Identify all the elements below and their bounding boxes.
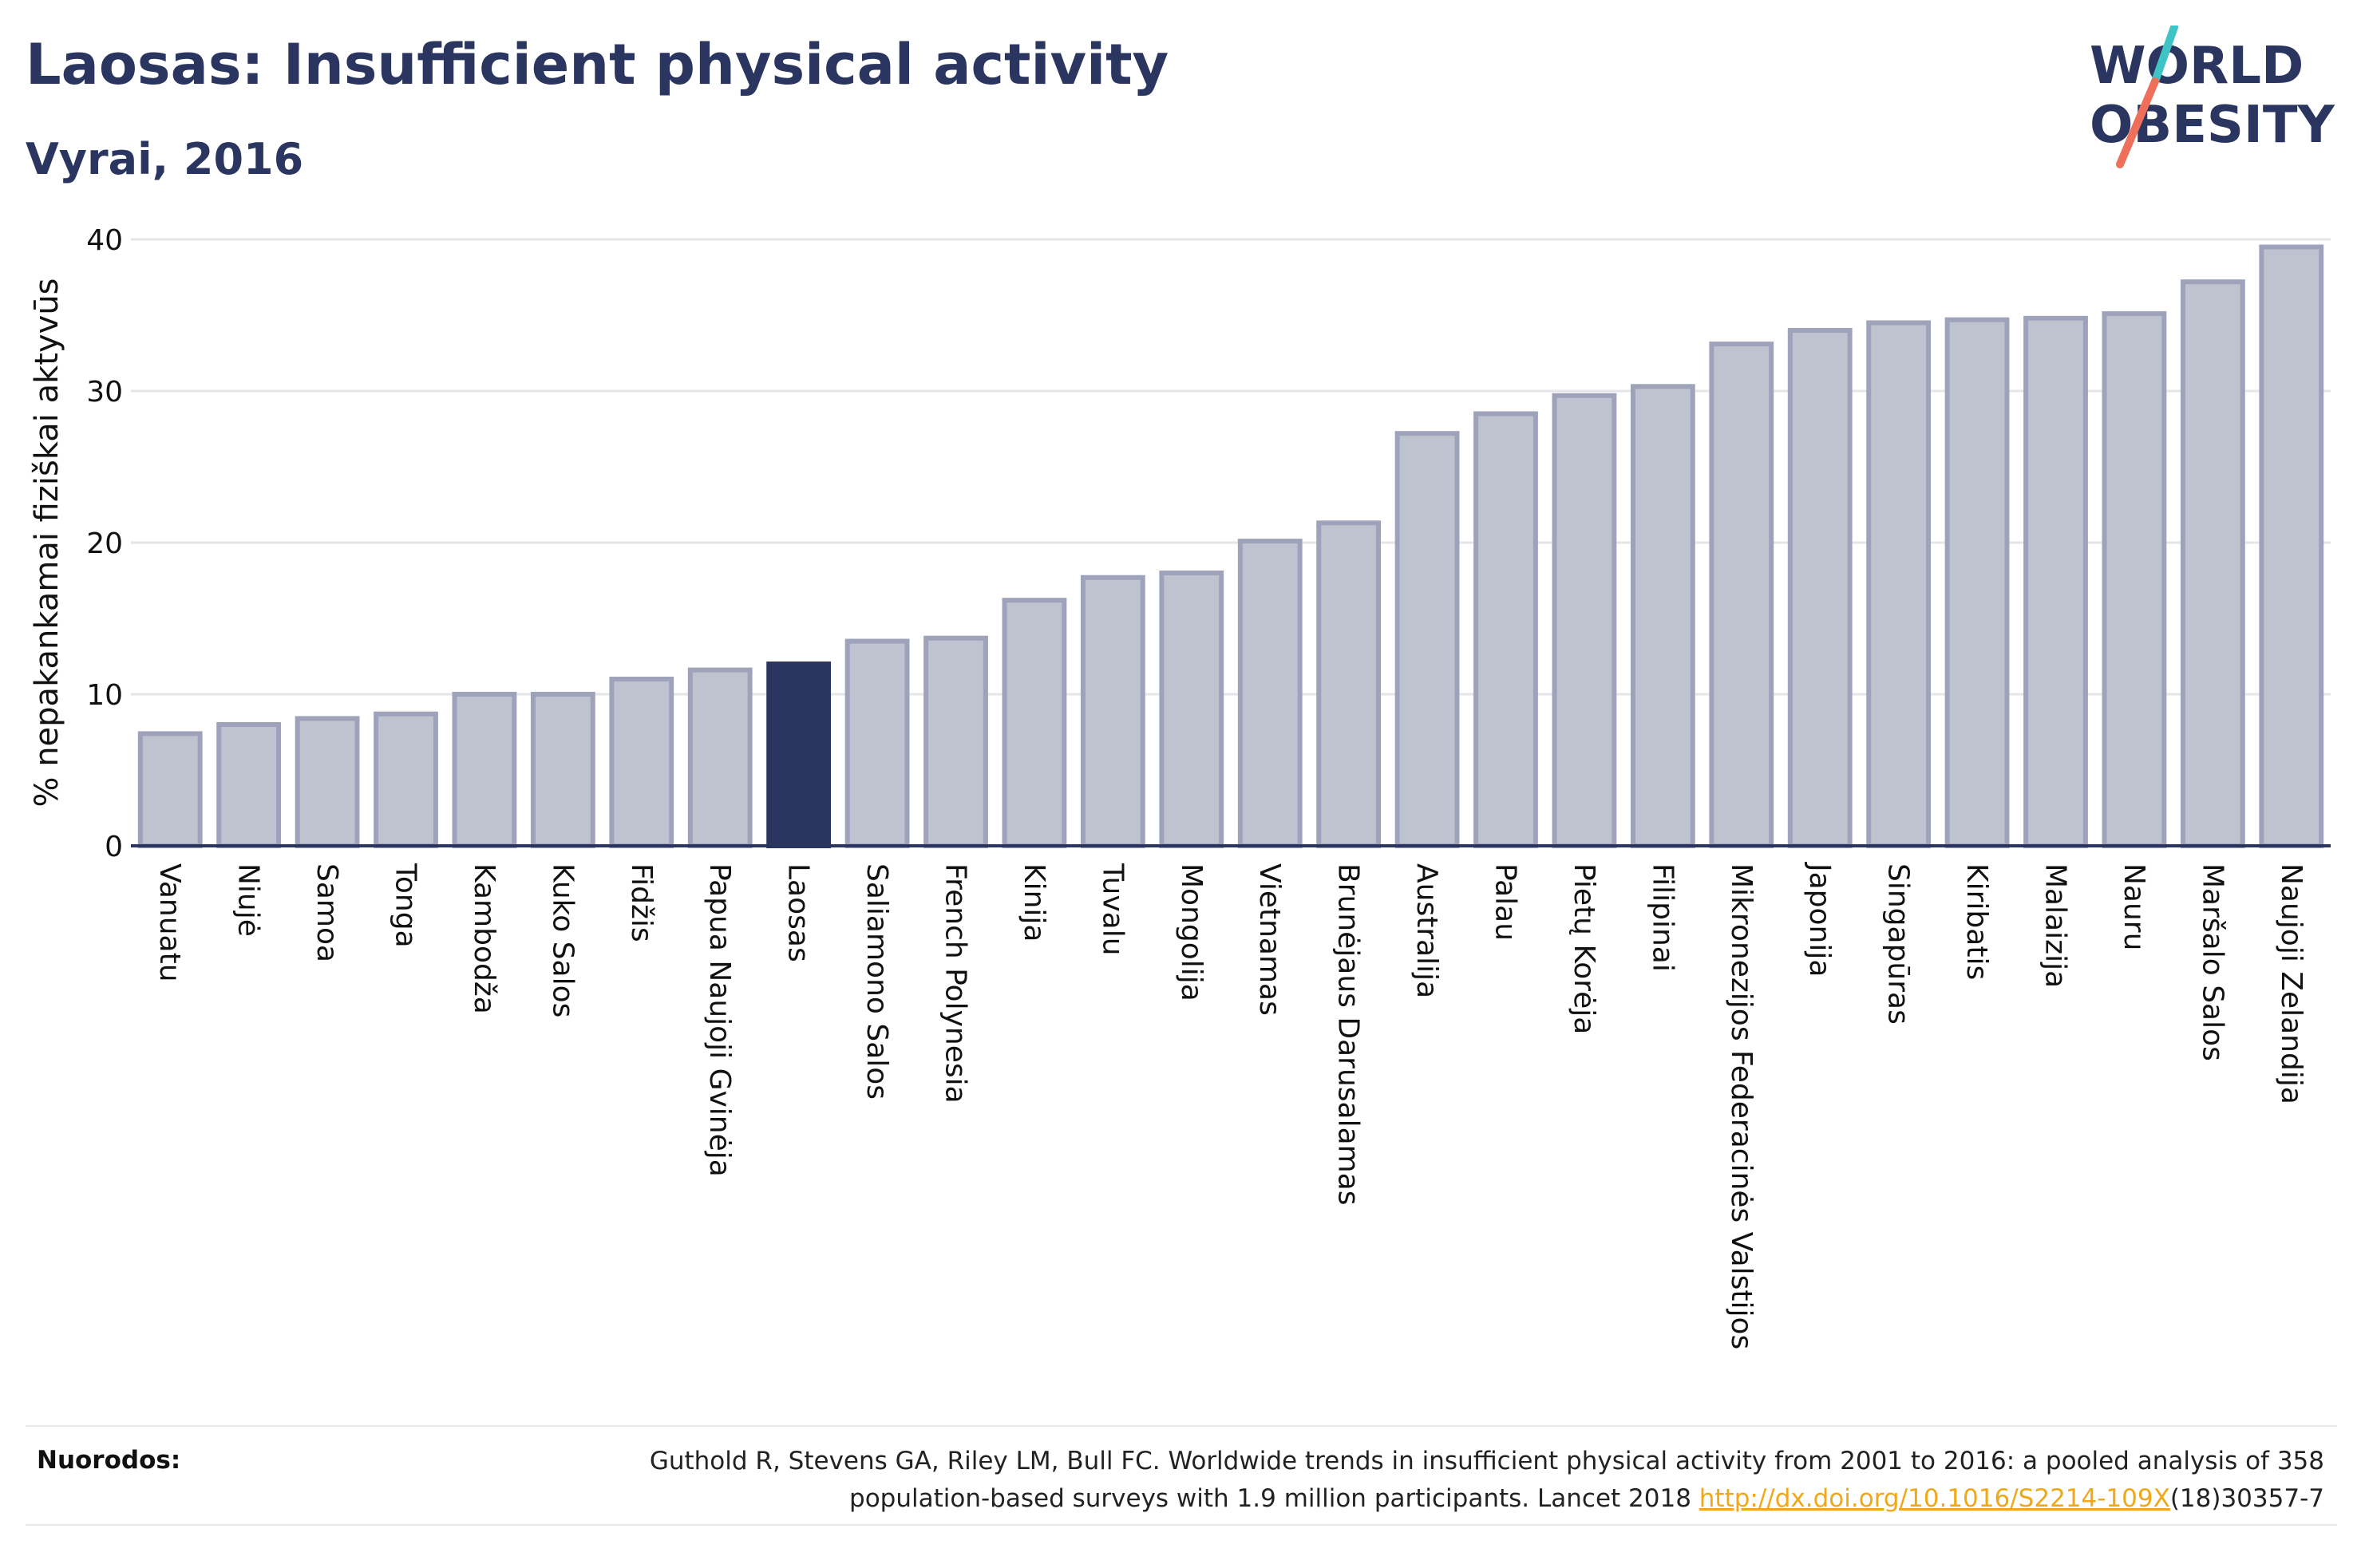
references-text: Guthold R, Stevens GA, Riley LM, Bull FC… — [488, 1443, 2324, 1518]
x-tick-label: Kinija — [1018, 863, 1050, 942]
footer-divider-bottom — [26, 1524, 2337, 1526]
x-tick-label: Kambodža — [468, 863, 500, 1014]
x-tick-label: Papua Naujoji Gvinėja — [703, 863, 736, 1177]
x-tick-label: Pietų Korėja — [1568, 863, 1600, 1034]
bar-vietnamas — [1237, 539, 1303, 848]
x-tick-label: Nauru — [2118, 863, 2150, 950]
x-tick-label: Niujė — [232, 863, 265, 937]
x-tick-label: Kiribatis — [1960, 863, 1993, 980]
reference-line-2: population-based surveys with 1.9 millio… — [488, 1480, 2324, 1518]
x-tick-label: Australija — [1410, 863, 1443, 998]
logo-slash-bottom — [2116, 77, 2159, 168]
logo-slash-top — [2151, 26, 2178, 85]
bar-niujė — [216, 722, 282, 848]
bar-nauru — [2102, 311, 2167, 849]
x-tick-label: Vietnamas — [1253, 863, 1286, 1016]
bar-samoa — [295, 716, 360, 849]
x-tick-label: Tuvalu — [1096, 863, 1129, 956]
x-tick-label: Saliamono Salos — [860, 863, 893, 1100]
footer-divider-top — [26, 1425, 2337, 1427]
x-tick-label: Japonija — [1803, 862, 1836, 977]
bar-tonga — [374, 711, 438, 849]
x-tick-label: Maršalo Salos — [2196, 863, 2229, 1061]
reference-line-1: Guthold R, Stevens GA, Riley LM, Bull FC… — [649, 1447, 2324, 1475]
bar-mongolija — [1159, 571, 1224, 848]
bar-palau — [1473, 411, 1538, 848]
bar-pietų-korėja — [1552, 393, 1617, 848]
x-tick-label: Mikronezijos Federacinės Valstijos — [1725, 863, 1758, 1349]
reference-line-2-end: (18)30357-7 — [2169, 1484, 2324, 1513]
y-tick-label: 40 — [86, 224, 123, 257]
y-tick-label: 0 — [105, 831, 123, 863]
bar-kuko-salos — [530, 692, 595, 848]
bar-kinija — [1002, 598, 1067, 848]
x-tick-label: Samoa — [310, 863, 343, 962]
references-label: Nuorodos: — [37, 1446, 181, 1475]
x-tick-label: Vanuatu — [153, 863, 186, 982]
page-subtitle: Vyrai, 2016 — [26, 134, 304, 184]
reference-line-2-start: population-based surveys with 1.9 millio… — [849, 1484, 1699, 1513]
bar-singapūras — [1866, 320, 1932, 848]
bar-saliamono-salos — [844, 638, 910, 848]
x-tick-label: Fidžis — [625, 863, 658, 942]
x-tick-label: Mongolija — [1175, 863, 1208, 1001]
bar-naujoji-zelandija — [2259, 244, 2324, 848]
y-tick-label: 30 — [86, 376, 123, 409]
y-tick-label: 10 — [86, 679, 123, 712]
x-tick-label: Malaizija — [2039, 863, 2072, 988]
logo-word-world: WORLD — [2090, 37, 2304, 96]
x-tick-label: Naujoji Zelandija — [2275, 863, 2308, 1104]
x-tick-label: Tonga — [390, 863, 422, 948]
bar-australija — [1394, 431, 1460, 848]
y-axis-title: % nepakankamai fiziškai aktyvūs — [29, 278, 65, 807]
bar-brunėjaus-darusalamas — [1316, 520, 1382, 848]
bar-japonija — [1787, 328, 1853, 848]
x-tick-label: Palau — [1489, 863, 1522, 941]
bar-maršalo-salos — [2180, 279, 2245, 848]
bar-chart: 0 10 20 30 40 % nepakankamai fiziškai aktyvūs… — [29, 224, 2331, 1349]
bar-vanuatu — [137, 731, 203, 849]
bar-filipinai — [1630, 384, 1695, 848]
bar-papua-naujoji-gvinėja — [687, 667, 753, 848]
x-tick-label: Kuko Salos — [546, 863, 579, 1017]
world-obesity-logo: WORLD OBESITY — [2090, 26, 2335, 168]
bar-malaizija — [2023, 315, 2088, 848]
x-tick-label: Brunėjaus Darusalamas — [1332, 863, 1365, 1206]
x-tick-label: Filipinai — [1646, 863, 1679, 972]
bar-kiribatis — [1944, 317, 2010, 848]
reference-doi-link[interactable]: http://dx.doi.org/10.1016/S2214-109X — [1699, 1484, 2170, 1513]
x-tick-label: French Polynesia — [939, 863, 972, 1104]
bar-laosas — [766, 662, 832, 848]
bar-fidžis — [609, 677, 674, 848]
page-title: Laosas: Insufficient physical activity — [26, 32, 1169, 97]
bar-mikronezijos-federacinės-valstijos — [1709, 342, 1774, 849]
x-tick-label: Singapūras — [1882, 863, 1915, 1025]
x-tick-label: Laosas — [782, 863, 815, 962]
y-tick-label: 20 — [86, 527, 123, 560]
bar-kambodža — [452, 692, 517, 848]
bar-french-polynesia — [923, 635, 988, 848]
bar-tuvalu — [1080, 575, 1145, 848]
